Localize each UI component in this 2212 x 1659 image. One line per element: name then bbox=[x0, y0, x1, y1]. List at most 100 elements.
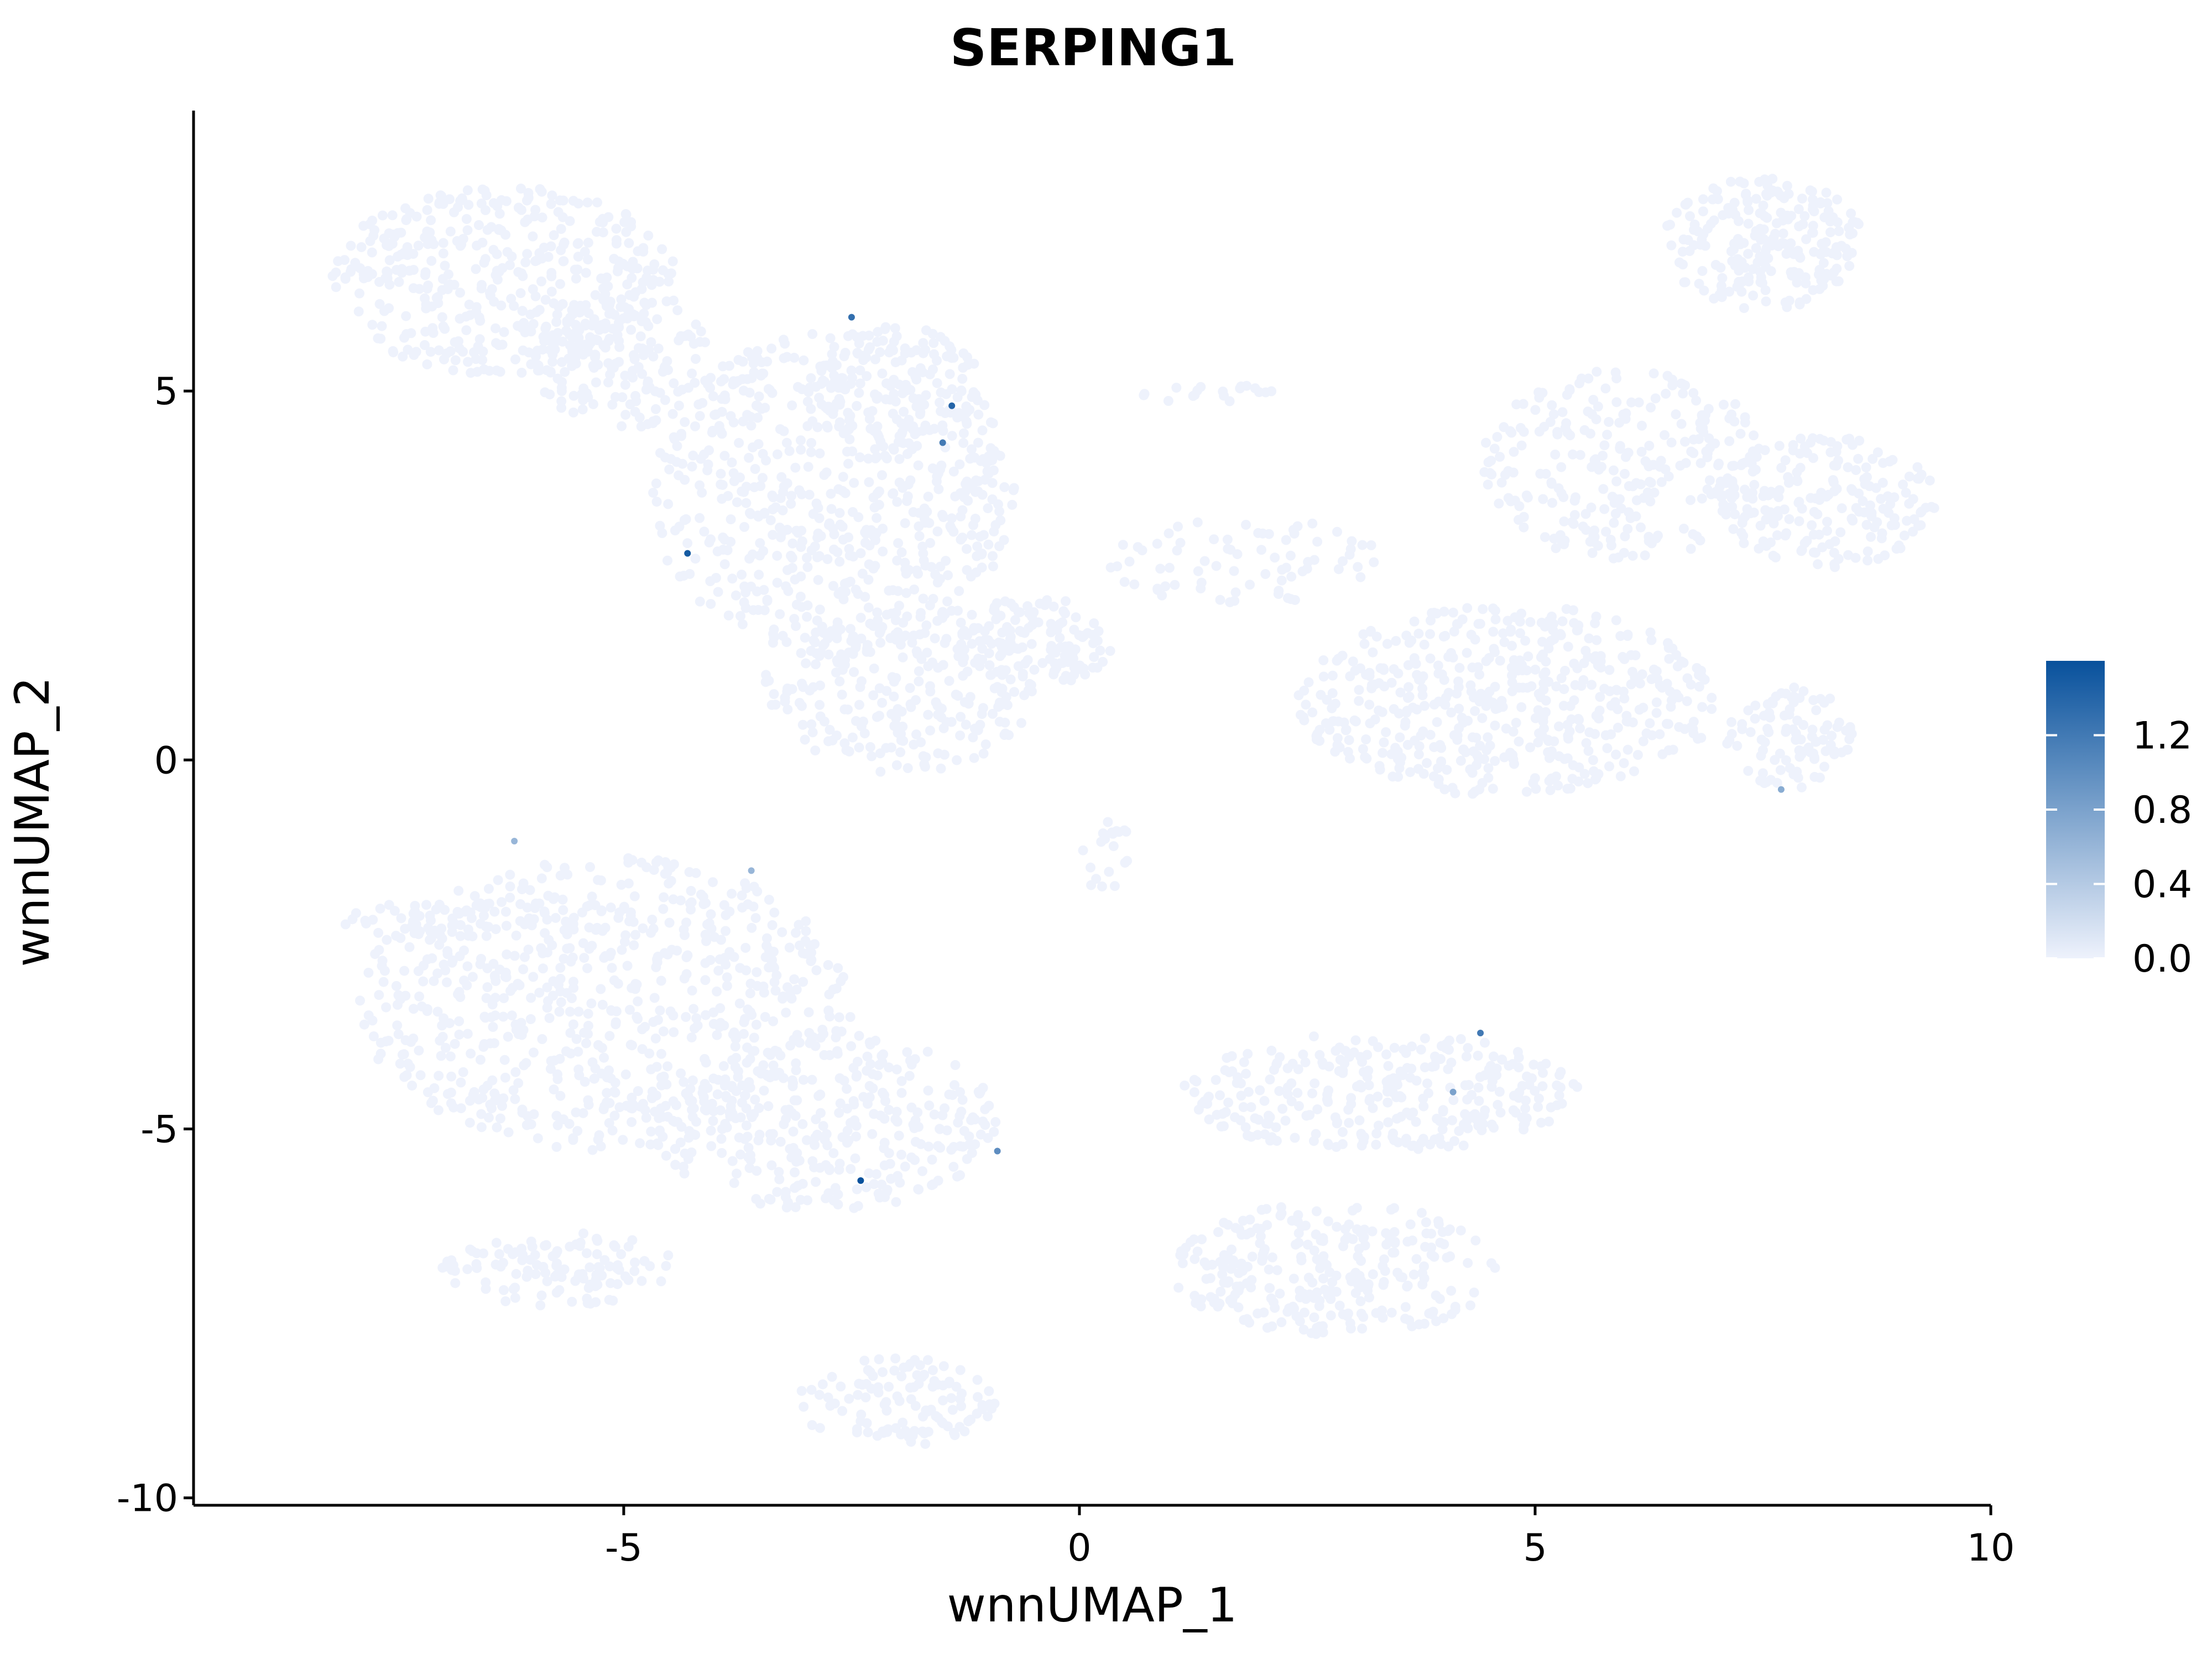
cell-point bbox=[1215, 1286, 1226, 1297]
cell-point bbox=[714, 421, 724, 431]
cell-point bbox=[834, 394, 844, 404]
cell-point bbox=[1164, 562, 1175, 573]
cell-point bbox=[628, 1099, 638, 1110]
cell-point bbox=[1193, 1104, 1204, 1115]
cell-point bbox=[914, 666, 924, 676]
cell-point bbox=[404, 942, 415, 952]
cell-point bbox=[1890, 520, 1900, 530]
cell-point bbox=[551, 1260, 562, 1271]
cell-point bbox=[657, 244, 667, 254]
cell-point bbox=[891, 1107, 902, 1117]
cell-point bbox=[1488, 627, 1499, 637]
cell-point bbox=[890, 323, 900, 333]
cell-point bbox=[1243, 1087, 1254, 1097]
cell-point bbox=[1308, 1136, 1319, 1146]
cell-point bbox=[1759, 224, 1769, 234]
cell-point bbox=[1792, 766, 1802, 777]
cluster-right-top bbox=[1662, 174, 1864, 314]
cell-point bbox=[1646, 635, 1657, 645]
cell-point bbox=[1175, 538, 1186, 548]
cell-point bbox=[979, 400, 990, 410]
cell-point bbox=[1671, 409, 1681, 420]
cell-point bbox=[568, 390, 579, 401]
cell-point bbox=[1688, 728, 1699, 739]
cell-point bbox=[900, 1161, 910, 1172]
cell-point bbox=[978, 1083, 988, 1093]
cell-point bbox=[1395, 687, 1406, 698]
cell-point bbox=[1559, 516, 1569, 526]
cell-point bbox=[872, 712, 882, 722]
cell-point bbox=[1344, 1118, 1354, 1128]
cell-point bbox=[622, 261, 633, 272]
cell-point bbox=[1022, 601, 1033, 612]
cell-point bbox=[1389, 1042, 1400, 1053]
cell-point bbox=[766, 1135, 776, 1146]
cell-point bbox=[1707, 692, 1717, 703]
cell-point bbox=[1340, 1224, 1350, 1234]
cell-point bbox=[585, 1280, 596, 1290]
cell-point bbox=[914, 1379, 924, 1389]
cell-point bbox=[573, 1006, 584, 1017]
cell-point bbox=[1614, 418, 1625, 428]
cell-point bbox=[1314, 735, 1325, 746]
cell-point bbox=[974, 661, 985, 671]
cell-point bbox=[1644, 461, 1654, 472]
cell-point bbox=[1530, 664, 1541, 675]
cell-point bbox=[592, 1280, 603, 1290]
cell-point bbox=[803, 462, 813, 472]
cell-point bbox=[747, 922, 757, 933]
cell-point bbox=[1708, 194, 1718, 205]
cell-point bbox=[1806, 493, 1816, 503]
cell-point bbox=[1190, 1254, 1200, 1264]
cell-point bbox=[1676, 419, 1687, 429]
cell-point bbox=[1203, 1092, 1214, 1102]
cell-point bbox=[597, 1270, 607, 1281]
cell-point bbox=[1534, 426, 1545, 437]
cell-point bbox=[609, 1087, 619, 1097]
cell-point bbox=[1241, 1278, 1252, 1288]
cell-point bbox=[655, 448, 665, 458]
cell-point bbox=[950, 1060, 961, 1070]
cell-point bbox=[1422, 758, 1432, 768]
cell-point bbox=[463, 931, 473, 941]
cell-point bbox=[482, 982, 493, 993]
cell-point bbox=[1680, 277, 1691, 288]
cell-point bbox=[455, 314, 465, 324]
cell-point bbox=[1832, 194, 1843, 205]
cell-point bbox=[1199, 556, 1210, 566]
cell-point bbox=[1172, 545, 1182, 556]
cell-point bbox=[1660, 430, 1670, 440]
cell-point bbox=[911, 646, 922, 656]
cell-point bbox=[1793, 204, 1804, 215]
cell-point bbox=[712, 1089, 723, 1099]
cell-point bbox=[1615, 631, 1626, 641]
cell-point bbox=[690, 378, 700, 388]
cell-point bbox=[916, 737, 926, 748]
cell-point bbox=[1426, 615, 1436, 626]
cell-point bbox=[539, 907, 550, 918]
cell-point bbox=[1767, 174, 1778, 184]
cell-point bbox=[1702, 484, 1713, 495]
cell-point bbox=[593, 1262, 604, 1272]
cell-point bbox=[1390, 743, 1401, 753]
cell-point bbox=[1520, 1103, 1531, 1114]
cell-point bbox=[524, 347, 534, 358]
cell-point bbox=[691, 868, 701, 878]
cell-point bbox=[752, 1166, 762, 1176]
cell-point bbox=[612, 1279, 623, 1290]
cell-point bbox=[1209, 534, 1219, 545]
cell-point bbox=[331, 267, 341, 278]
cell-point bbox=[797, 679, 807, 689]
cell-point bbox=[1344, 735, 1354, 745]
cell-point bbox=[540, 928, 550, 938]
cell-point bbox=[454, 1016, 465, 1026]
cell-point bbox=[1595, 692, 1605, 702]
cell-point bbox=[1503, 493, 1514, 503]
cell-point bbox=[1312, 1287, 1322, 1298]
cell-point bbox=[796, 489, 807, 499]
cell-point bbox=[1027, 612, 1037, 622]
cell-point bbox=[1220, 1065, 1230, 1076]
cell-point bbox=[1386, 677, 1397, 688]
cell-point bbox=[999, 482, 1010, 492]
cell-point bbox=[626, 325, 637, 335]
